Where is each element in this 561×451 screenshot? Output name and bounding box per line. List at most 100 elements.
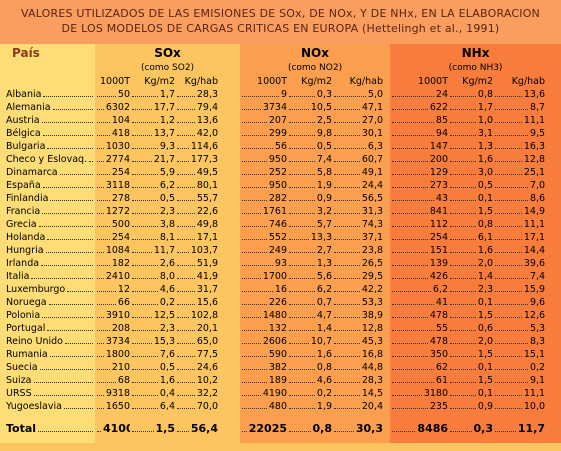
leader bbox=[289, 96, 315, 97]
leader bbox=[392, 148, 428, 149]
cell: 0,8 bbox=[287, 422, 332, 435]
country-name: Grecia bbox=[6, 219, 37, 230]
value: 950 bbox=[268, 154, 288, 165]
cell: 21,7 bbox=[130, 154, 175, 165]
leader bbox=[334, 369, 360, 370]
value: 20,1 bbox=[196, 323, 219, 334]
leader bbox=[392, 430, 416, 432]
cell: 30,1 bbox=[332, 128, 383, 139]
value: 746 bbox=[268, 219, 288, 230]
cell: 1,4 bbox=[448, 271, 493, 282]
value-cell: 28,3 bbox=[175, 88, 241, 101]
leader bbox=[242, 278, 261, 279]
leader bbox=[132, 96, 158, 97]
cell: 8,0 bbox=[130, 271, 175, 282]
value: 3,1 bbox=[477, 128, 494, 139]
value: 1,5 bbox=[477, 375, 494, 386]
value-cell: 254 bbox=[95, 166, 130, 179]
value-cell: 13,7 bbox=[130, 127, 175, 140]
value: 182 bbox=[111, 258, 130, 269]
value: 0,8 bbox=[477, 219, 494, 230]
value: 11,1 bbox=[523, 115, 546, 126]
cell: 1,0 bbox=[448, 115, 493, 126]
value-cell: 0,4 bbox=[130, 387, 175, 400]
value-cell: 43 bbox=[390, 192, 449, 205]
value-cell: 0,2 bbox=[493, 361, 561, 374]
leader bbox=[177, 278, 195, 279]
value: 15,9 bbox=[523, 284, 546, 295]
leader bbox=[177, 356, 195, 357]
cell: España bbox=[0, 180, 95, 191]
value: 80,1 bbox=[196, 180, 219, 191]
cell: 0,8 bbox=[448, 219, 493, 230]
value-cell: 9,3 bbox=[130, 140, 175, 153]
value-cell: 12,8 bbox=[332, 322, 391, 335]
data-row: Suecia 210 0,5 24,6 382 0,8 44,8 62 0,1 0,2 bbox=[0, 361, 561, 374]
cell: 14,9 bbox=[493, 206, 545, 217]
leader bbox=[450, 135, 476, 136]
leader bbox=[242, 187, 267, 188]
leader bbox=[495, 135, 528, 136]
value-cell: 8,0 bbox=[130, 270, 175, 283]
value-cell: 24,4 bbox=[332, 179, 391, 192]
value-cell: 552 bbox=[240, 231, 288, 244]
leader bbox=[289, 187, 315, 188]
country-cell: Portugal bbox=[0, 322, 95, 335]
cell: 41 bbox=[390, 297, 448, 308]
cell: 22025 bbox=[240, 422, 287, 435]
leader bbox=[97, 226, 110, 227]
leader bbox=[289, 148, 315, 149]
data-row: Albania 50 1,7 28,3 9 0,3 5,0 24 0,8 13,6 bbox=[0, 88, 561, 101]
cell: 11,1 bbox=[493, 219, 545, 230]
country-cell: Luxemburgo bbox=[0, 283, 95, 296]
leader bbox=[132, 239, 158, 240]
cell: 50 bbox=[95, 89, 130, 100]
leader bbox=[495, 200, 528, 201]
leader bbox=[177, 148, 189, 149]
value: 6,2 bbox=[159, 180, 175, 191]
cell: 14,4 bbox=[493, 245, 545, 256]
value-cell: 1084 bbox=[95, 244, 130, 257]
leader bbox=[450, 226, 476, 227]
value-cell: 9,5 bbox=[493, 127, 561, 140]
country-name: Suecia bbox=[6, 362, 38, 373]
value-cell: 1,7 bbox=[448, 101, 494, 114]
value: 254 bbox=[111, 232, 130, 243]
leader bbox=[392, 161, 428, 162]
value: 478 bbox=[429, 336, 449, 347]
data-row: Yugoeslavia 1650 6,4 70,0 480 1,9 20,4 235 0,9 10… bbox=[0, 400, 561, 413]
value: 11,1 bbox=[523, 388, 546, 399]
value-cell: 6,4 bbox=[130, 400, 175, 413]
cell: 2410 bbox=[95, 271, 130, 282]
value: 139 bbox=[429, 258, 449, 269]
leader bbox=[450, 278, 476, 279]
cell: 0,4 bbox=[130, 388, 175, 399]
data-row: Finlandia 278 0,5 55,7 282 0,9 56,5 43 0,1 8,6 bbox=[0, 192, 561, 205]
leader bbox=[177, 226, 195, 227]
value: 9,3 bbox=[159, 141, 175, 152]
value: 0,2 bbox=[159, 297, 175, 308]
value-cell: 24 bbox=[390, 88, 449, 101]
value: 552 bbox=[268, 232, 288, 243]
value: 6,4 bbox=[159, 401, 175, 412]
leader bbox=[177, 382, 195, 383]
value: 0,4 bbox=[159, 388, 175, 399]
cell: 31,7 bbox=[175, 284, 218, 295]
leader bbox=[450, 430, 472, 432]
cell: 16,3 bbox=[493, 141, 545, 152]
value: 1,6 bbox=[477, 154, 494, 165]
cell: 480 bbox=[240, 401, 287, 412]
country-name: Alemania bbox=[6, 102, 51, 113]
value-cell: 31,3 bbox=[332, 205, 391, 218]
cell: 9,5 bbox=[493, 128, 545, 139]
data-row: Portugal 208 2,3 20,1 132 1,4 12,8 55 0,6 5,3 bbox=[0, 322, 561, 335]
cell: 7,0 bbox=[493, 180, 545, 191]
leader bbox=[242, 135, 267, 136]
value-cell: 4,6 bbox=[130, 283, 175, 296]
cell: 5,0 bbox=[332, 89, 383, 100]
leader bbox=[450, 239, 476, 240]
cell: 56 bbox=[240, 141, 287, 152]
value-cell: 0,3 bbox=[448, 413, 494, 443]
cell: 0,1 bbox=[448, 362, 493, 373]
value-cell: 32,2 bbox=[175, 387, 241, 400]
